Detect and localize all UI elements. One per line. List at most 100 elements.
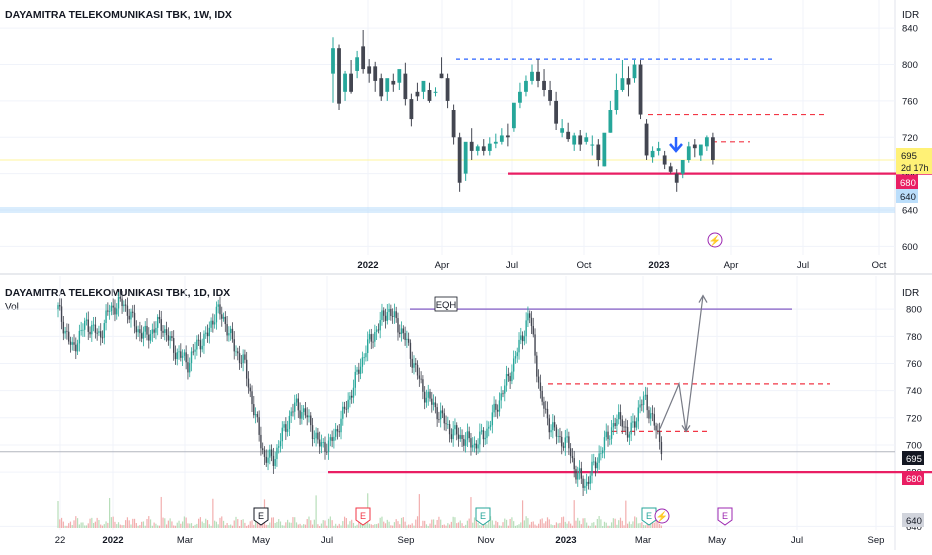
daily-candle-body (169, 336, 171, 341)
daily-volume-bar (173, 525, 175, 528)
daily-volume-bar (66, 525, 68, 528)
daily-candle-body (92, 324, 95, 326)
earnings-icon-1[interactable]: E (253, 507, 269, 526)
daily-volume-bar (539, 519, 541, 528)
daily-volume-bar (416, 516, 419, 528)
weekly-candle-body (367, 66, 372, 74)
daily-volume-bar (589, 525, 591, 528)
daily-volume-bar (472, 522, 474, 528)
weekly-candle-body (536, 71, 540, 81)
daily-candle-body (304, 408, 307, 416)
daily-candle-body (215, 306, 218, 323)
daily-volume-bar (165, 524, 168, 528)
daily-volume-bar (153, 522, 155, 528)
earnings-icon-5[interactable]: E (717, 507, 733, 526)
daily-volume-bar (336, 525, 339, 528)
daily-candle-body (594, 461, 597, 469)
daily-volume-bar (135, 523, 137, 528)
daily-candle-body (347, 399, 349, 410)
daily-volume-bar (436, 519, 438, 528)
weekly-y-tick-label: 720 (902, 133, 918, 144)
weekly-dividend-icon[interactable]: ⚡ (707, 232, 723, 248)
daily-volume-bar (643, 524, 645, 528)
daily-candle-body (98, 331, 100, 333)
earnings-icon-2[interactable]: E (355, 507, 371, 526)
daily-candle-body (616, 419, 618, 426)
weekly-candle-body (590, 144, 595, 146)
daily-volume-bar (445, 525, 447, 528)
daily-candle-body (536, 355, 538, 377)
weekly-dividend-glyph: ⚡ (709, 234, 721, 247)
weekly-low-badge: 640 (896, 189, 918, 203)
daily-volume-bar (114, 521, 116, 528)
daily-volume-bar (504, 518, 506, 528)
daily-candle-body (329, 437, 332, 441)
earnings-icon-3[interactable]: E (475, 507, 491, 526)
daily-candle-body (493, 403, 495, 413)
weekly-support-price: 680 (900, 178, 916, 189)
daily-volume-bar (614, 518, 616, 528)
daily-volume-bar (384, 523, 387, 528)
daily-candle-body (254, 414, 257, 416)
weekly-candle-body (566, 131, 571, 140)
daily-candle-body (311, 425, 314, 439)
daily-candle-body (473, 443, 476, 446)
daily-candle-body (334, 429, 337, 437)
daily-volume-bar (182, 521, 184, 528)
earnings-glyph-2: E (360, 511, 366, 521)
daily-volume-bar (217, 524, 219, 528)
daily-volume-bar (144, 525, 146, 528)
weekly-candle-body (469, 141, 474, 151)
daily-y-tick-label: 800 (906, 305, 922, 316)
weekly-y-tick-label: 600 (902, 242, 918, 253)
daily-candle-body (361, 357, 364, 367)
weekly-chart-title: DAYAMITRA TELEKOMUNIKASI TBK, 1W, IDX (5, 9, 232, 21)
daily-volume-bar (155, 523, 157, 528)
daily-volume-bar (279, 521, 282, 528)
daily-candle-body (59, 305, 61, 307)
daily-volume-bar (185, 517, 187, 528)
daily-candle-body (388, 308, 390, 313)
daily-volume-bar (404, 521, 406, 528)
daily-volume-bar (498, 525, 501, 528)
daily-volume-bar (646, 524, 648, 528)
daily-candle-body (648, 410, 650, 419)
daily-volume-bar (379, 517, 381, 528)
daily-x-tick-label: 2022 (102, 535, 123, 546)
earnings-icon-4[interactable]: E (641, 507, 657, 526)
daily-candle-body (292, 411, 294, 413)
dividend-icon[interactable]: ⚡ (654, 508, 670, 524)
daily-volume-bar (502, 522, 504, 528)
daily-volume-bar (68, 523, 70, 528)
daily-candle-body (637, 407, 639, 422)
daily-candle-body (144, 325, 146, 332)
daily-volume-bar (438, 516, 440, 528)
daily-candle-body (156, 316, 159, 328)
daily-volume-bar (285, 522, 287, 528)
daily-candle-body (553, 422, 556, 428)
daily-volume-bar (253, 524, 255, 528)
daily-x-tick-label: Sep (398, 535, 415, 546)
daily-volume-bar (552, 525, 554, 528)
daily-volume-bar (304, 524, 307, 528)
daily-volume-bar (518, 524, 520, 528)
daily-candle-body (429, 391, 431, 399)
daily-volume-bar (192, 525, 194, 528)
weekly-candle-body (421, 80, 426, 92)
daily-volume-bar (157, 525, 159, 528)
daily-candle-body (658, 430, 661, 442)
daily-volume-bar (103, 524, 105, 528)
weekly-candle-body (560, 128, 565, 133)
daily-candle-body (625, 426, 627, 428)
daily-volume-bar (420, 525, 422, 528)
daily-volume-label: Vol (5, 302, 19, 313)
daily-candle-body (466, 431, 469, 440)
daily-volume-bar (449, 524, 451, 528)
daily-volume-bar (176, 522, 178, 528)
daily-candle-body (626, 426, 629, 438)
daily-candle-body (518, 339, 520, 353)
daily-candle-body (85, 319, 88, 321)
daily-volume-bar (231, 525, 234, 528)
daily-volume-bar (356, 524, 358, 528)
